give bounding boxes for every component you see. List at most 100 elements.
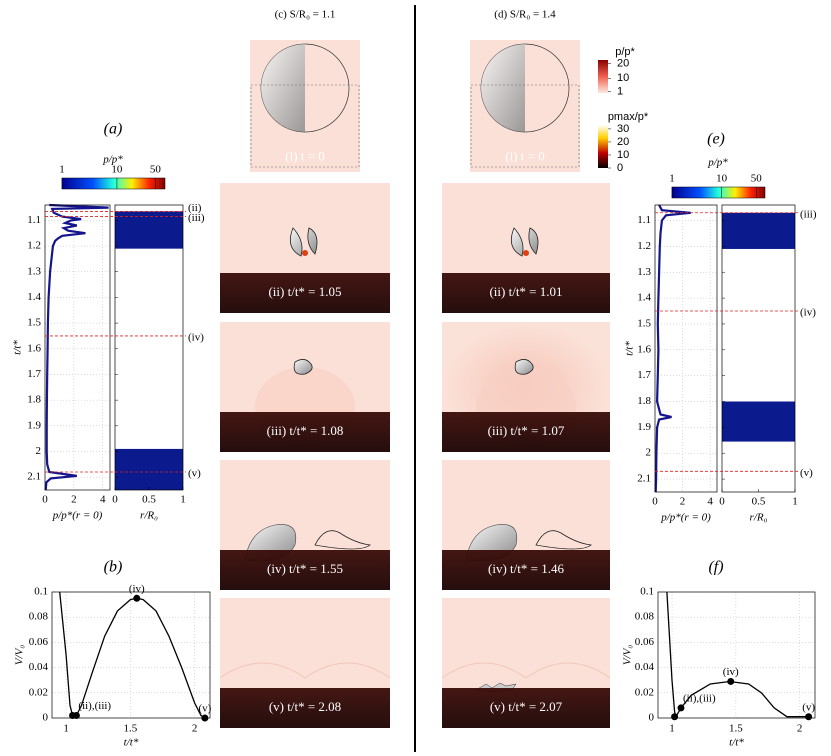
point [671,713,679,721]
colorbar-tick-label: 50 [751,173,763,185]
axes-frame [654,204,718,493]
column-title: (c) S/R₀ = 1.1 [275,9,336,21]
colorbar-label: p/p* [707,157,728,169]
volume-line [666,591,809,719]
x-axis-label: p/p*(r = 0) [660,512,711,524]
x-tick-label: 1.5 [729,723,743,735]
colorbar-label: p/p* [615,46,635,58]
y-tick-label: 2 [646,447,652,459]
bubble [514,359,534,375]
column-title: (d) S/R₀ = 1.4 [494,9,556,21]
y-tick-label: 2.1 [637,473,651,485]
snapshot-caption: (i) t = 0 [285,148,324,163]
colorbar-tick-label: 30 [617,123,629,135]
snapshot-caption: (i) t = 0 [505,148,544,163]
colorbar-label: pmax/p* [608,111,649,123]
wall-region [220,688,390,728]
y-tick-label: 0.1 [34,586,48,598]
y-tick-label: 0.08 [29,611,49,623]
point-label: (ii),(iii) [683,692,716,704]
point [727,677,735,685]
x-axis-label: t/t* [729,737,744,749]
y-axis-label: V/V₀ [622,645,634,665]
y-tick-label: 1.1 [637,214,651,226]
y-tick-label: 0.1 [640,586,654,598]
ripple [441,662,611,679]
x-tick-label: 4 [707,496,713,508]
snapshot-caption: (v) t/t* = 2.07 [490,699,563,714]
bubble-half [261,44,305,132]
point-label: (iv) [723,666,739,678]
colorbar-tick-label: 1 [617,85,623,97]
y-tick-label: 1.7 [637,369,651,381]
wall-region [442,550,610,590]
slice-box [470,84,580,168]
y-tick-label: 1.6 [637,343,651,355]
reference-label: (ii) [188,202,202,214]
point [133,594,141,602]
colorbar-tick-label: 50 [150,164,162,176]
bubble-outline [314,530,371,550]
y-tick-label: 0.04 [635,661,655,673]
x-tick-label: 1.5 [123,723,137,735]
panel-label: (e) [707,131,725,148]
ripple [219,662,391,679]
x-tick-label: 2 [192,723,198,735]
pressure-line [44,203,109,491]
colorbar-tick-label: 0 [617,162,623,174]
colorbar [671,186,766,199]
point-label: (ii),(iii) [78,700,111,712]
axes-frame [51,591,211,719]
snapshot-caption: (iii) t/t* = 1.07 [488,423,565,438]
y-axis-label: t/t* [12,340,24,355]
hot-spot [302,250,308,256]
x-tick-label: 1 [792,496,798,508]
y-tick-label: 1.3 [27,265,41,277]
y-tick-label: 1.2 [637,240,651,252]
colorbar [61,177,166,190]
x-tick-label: 0 [112,494,118,506]
y-axis-label: t/t* [624,341,636,356]
wall-region [442,412,610,452]
panel-label: (b) [104,559,123,576]
y-tick-label: 0.04 [29,661,49,673]
colorbar-tick-label: 1 [669,173,675,185]
reference-label: (v) [188,468,201,480]
reference-label: (iv) [800,307,816,319]
axes-frame [657,591,816,719]
x-axis-label: p/p*(r = 0) [52,510,103,522]
y-tick-label: 2.1 [27,471,41,483]
y-tick-label: 1.1 [27,214,41,226]
snapshot-caption: (v) t/t* = 2.08 [269,699,341,714]
x-axis-label: t/t* [124,737,139,749]
point-label: (v) [802,701,815,713]
snapshot-caption: (iii) t/t* = 1.08 [267,423,344,438]
bubble [510,227,539,257]
x-tick-label: 2 [680,496,686,508]
reference-label: (iv) [188,331,204,343]
y-tick-label: 1.5 [27,317,41,329]
x-tick-label: 0 [652,496,658,508]
y-tick-label: 0 [649,712,655,724]
colorbar-tick-label: 20 [617,136,629,148]
snapshot-caption: (ii) t/t* = 1.05 [268,284,341,299]
x-tick-label: 1 [180,494,186,506]
field-band [115,211,183,249]
bubble [289,227,318,257]
panel-label: (a) [104,121,123,138]
colorbar-tick-label: 10 [716,173,728,185]
y-tick-label: 1.9 [27,419,41,431]
wall-region [220,412,390,452]
reference-label: (iii) [800,208,817,220]
colorbar [598,125,608,168]
y-tick-label: 1.9 [637,421,651,433]
hot-spot [523,250,529,256]
wall-region [442,688,610,728]
axes-frame [44,204,111,491]
y-tick-label: 2 [36,445,42,457]
axes-frame [114,204,184,491]
x-tick-label: 0 [719,496,725,508]
y-tick-label: 1.4 [27,291,41,303]
snapshot-caption: (iv) t/t* = 1.55 [267,561,343,576]
